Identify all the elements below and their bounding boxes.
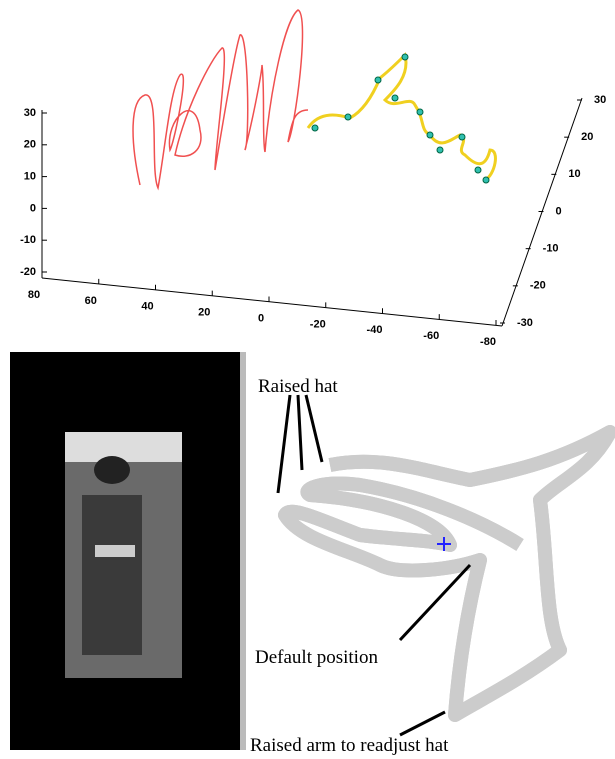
z-tick-label: 0	[30, 202, 36, 214]
trajectory-2d	[278, 425, 615, 722]
x-tick-label: -60	[423, 330, 439, 342]
y-tick-label: 30	[594, 94, 606, 106]
y-tick-label: -30	[517, 317, 533, 329]
x-tick-label: 80	[28, 289, 40, 301]
x-tick-label: 20	[198, 307, 210, 319]
z-tick-label: 30	[24, 107, 36, 119]
y-tick-label: 0	[556, 205, 562, 217]
x-tick-label: 0	[258, 312, 264, 324]
z-tick-label: -20	[20, 266, 36, 278]
x-tick-label: 60	[85, 295, 97, 307]
z-tick-label: 10	[24, 171, 36, 183]
annotation: Default position	[255, 647, 378, 668]
y-tick-label: -10	[543, 243, 559, 255]
x-tick-label: -40	[367, 324, 383, 336]
markers	[311, 53, 490, 184]
annotation: Raised arm to readjust hat	[250, 735, 449, 756]
annotation: Raised hat	[258, 376, 338, 397]
y-tick-label: 10	[568, 168, 580, 180]
x-tick-label: -20	[310, 318, 326, 330]
annotation-lines	[276, 394, 472, 737]
plot-3d	[41, 9, 583, 327]
trajectory-3d-yellow	[306, 52, 497, 182]
y-tick-label: -20	[530, 280, 546, 292]
video-frame	[10, 352, 246, 750]
x-tick-label: 40	[141, 301, 153, 313]
x-tick-label: -80	[480, 336, 496, 348]
z-tick-label: 20	[24, 139, 36, 151]
trajectory-3d-red	[132, 9, 309, 191]
y-tick-label: 20	[581, 131, 593, 143]
x-axis	[41, 277, 503, 327]
z-tick-label: -10	[20, 234, 36, 246]
